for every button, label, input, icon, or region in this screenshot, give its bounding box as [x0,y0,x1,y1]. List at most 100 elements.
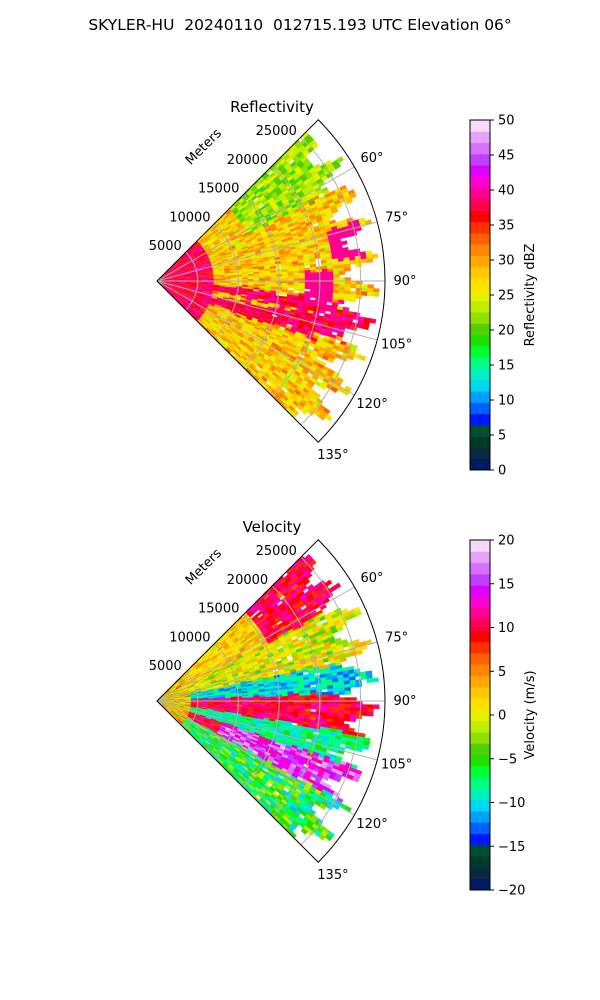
data-gate [321,685,328,690]
data-gate [327,274,334,279]
colorbar-tick-label: 0 [498,464,506,479]
data-gate [338,270,346,275]
data-gate [335,202,343,209]
data-gate [371,253,379,259]
data-gate [293,287,300,292]
data-gate [309,294,317,299]
grid-spoke [156,166,355,282]
colorbar-swatch [470,402,490,415]
colorbar-swatch [470,255,490,268]
data-gate [324,413,333,422]
data-gate [361,704,369,709]
data-gate [293,695,300,699]
colorbar-swatch [470,357,490,369]
colorbar-swatch [470,390,490,403]
data-gate [333,703,340,708]
figure-title: SKYLER-HU 20240110 012715.193 UTC Elevat… [88,16,512,34]
colorbar-tick-label: 20 [498,324,515,339]
data-gate [333,694,340,699]
data-gate [354,672,362,678]
colorbar-swatch [470,413,490,426]
data-gate [361,284,369,289]
colorbar-swatch [470,221,490,234]
data-gate [350,700,357,705]
data-gate [349,259,357,265]
colorbar-tick-label: 50 [498,114,515,129]
data-gate [372,292,380,297]
colorbar-swatch [470,142,490,155]
data-gate [310,706,317,710]
data-gate [344,697,352,702]
colorbar-tick-label: 45 [498,149,515,164]
data-gate [356,284,363,289]
data-gate [333,271,340,276]
colorbar-tick-label: 40 [498,184,515,199]
data-gate [327,283,334,288]
azimuth-tick-label: 105° [381,338,412,353]
data-gate [333,162,342,170]
data-gate [366,258,374,263]
data-gate [350,280,357,285]
data-gate [360,258,368,264]
data-gate [356,280,363,285]
data-gate [350,697,357,702]
data-gate [309,681,317,686]
colorbar-swatch [470,120,490,132]
data-gate [330,386,339,394]
colorbar-swatch [470,379,490,392]
data-gate [366,678,374,683]
data-gate [304,695,312,699]
data-gate [360,674,368,680]
data-gate [356,704,363,709]
panel-title: Reflectivity [230,98,314,116]
data-gate [336,156,344,164]
data-gate [327,694,334,699]
colorbar-swatch [470,311,490,324]
data-gate [327,357,335,364]
data-gate [299,695,306,699]
data-gate [338,690,346,695]
colorbar-tick-label: 10 [498,394,515,409]
colorbar-swatch [470,278,490,290]
data-gate [293,275,300,279]
data-gate [326,213,335,219]
data-gate [356,323,364,329]
colorbar-swatch [470,300,490,313]
data-gate [355,262,363,268]
colorbar-swatch [470,323,490,336]
data-gate [327,703,334,708]
data-gate [338,283,346,288]
data-gate [344,703,352,709]
radial-tick-label: 20000 [227,153,268,168]
colorbar-swatch [470,289,490,302]
colorbar-swatch [470,210,490,223]
data-gate [367,704,374,709]
data-gate [310,695,317,699]
data-gate [333,691,340,696]
grid-spoke [156,280,355,396]
data-gate [321,691,329,696]
data-gate [369,318,377,324]
data-gate [344,280,352,285]
data-gate [361,711,368,717]
data-gate [321,271,329,276]
colorbar-swatch [470,368,490,381]
data-gate [344,277,352,282]
colorbar-swatch [470,458,490,471]
data-gate [349,683,357,688]
colorbar-swatch [470,424,490,437]
radial-tick-label: 10000 [169,210,210,225]
data-gate [331,208,339,214]
data-gate [367,288,374,293]
data-gate [355,294,363,300]
colorbar-tick-label: 30 [498,254,515,269]
data-gate [302,578,311,586]
radial-tick-label: 15000 [198,182,239,197]
data-gate [321,694,329,699]
data-gate [305,572,313,580]
data-gates [156,554,380,842]
colorbar-tick-label: 5 [498,429,506,444]
colorbar-swatch [470,266,490,279]
data-gate [310,275,317,279]
data-gate [349,192,357,199]
